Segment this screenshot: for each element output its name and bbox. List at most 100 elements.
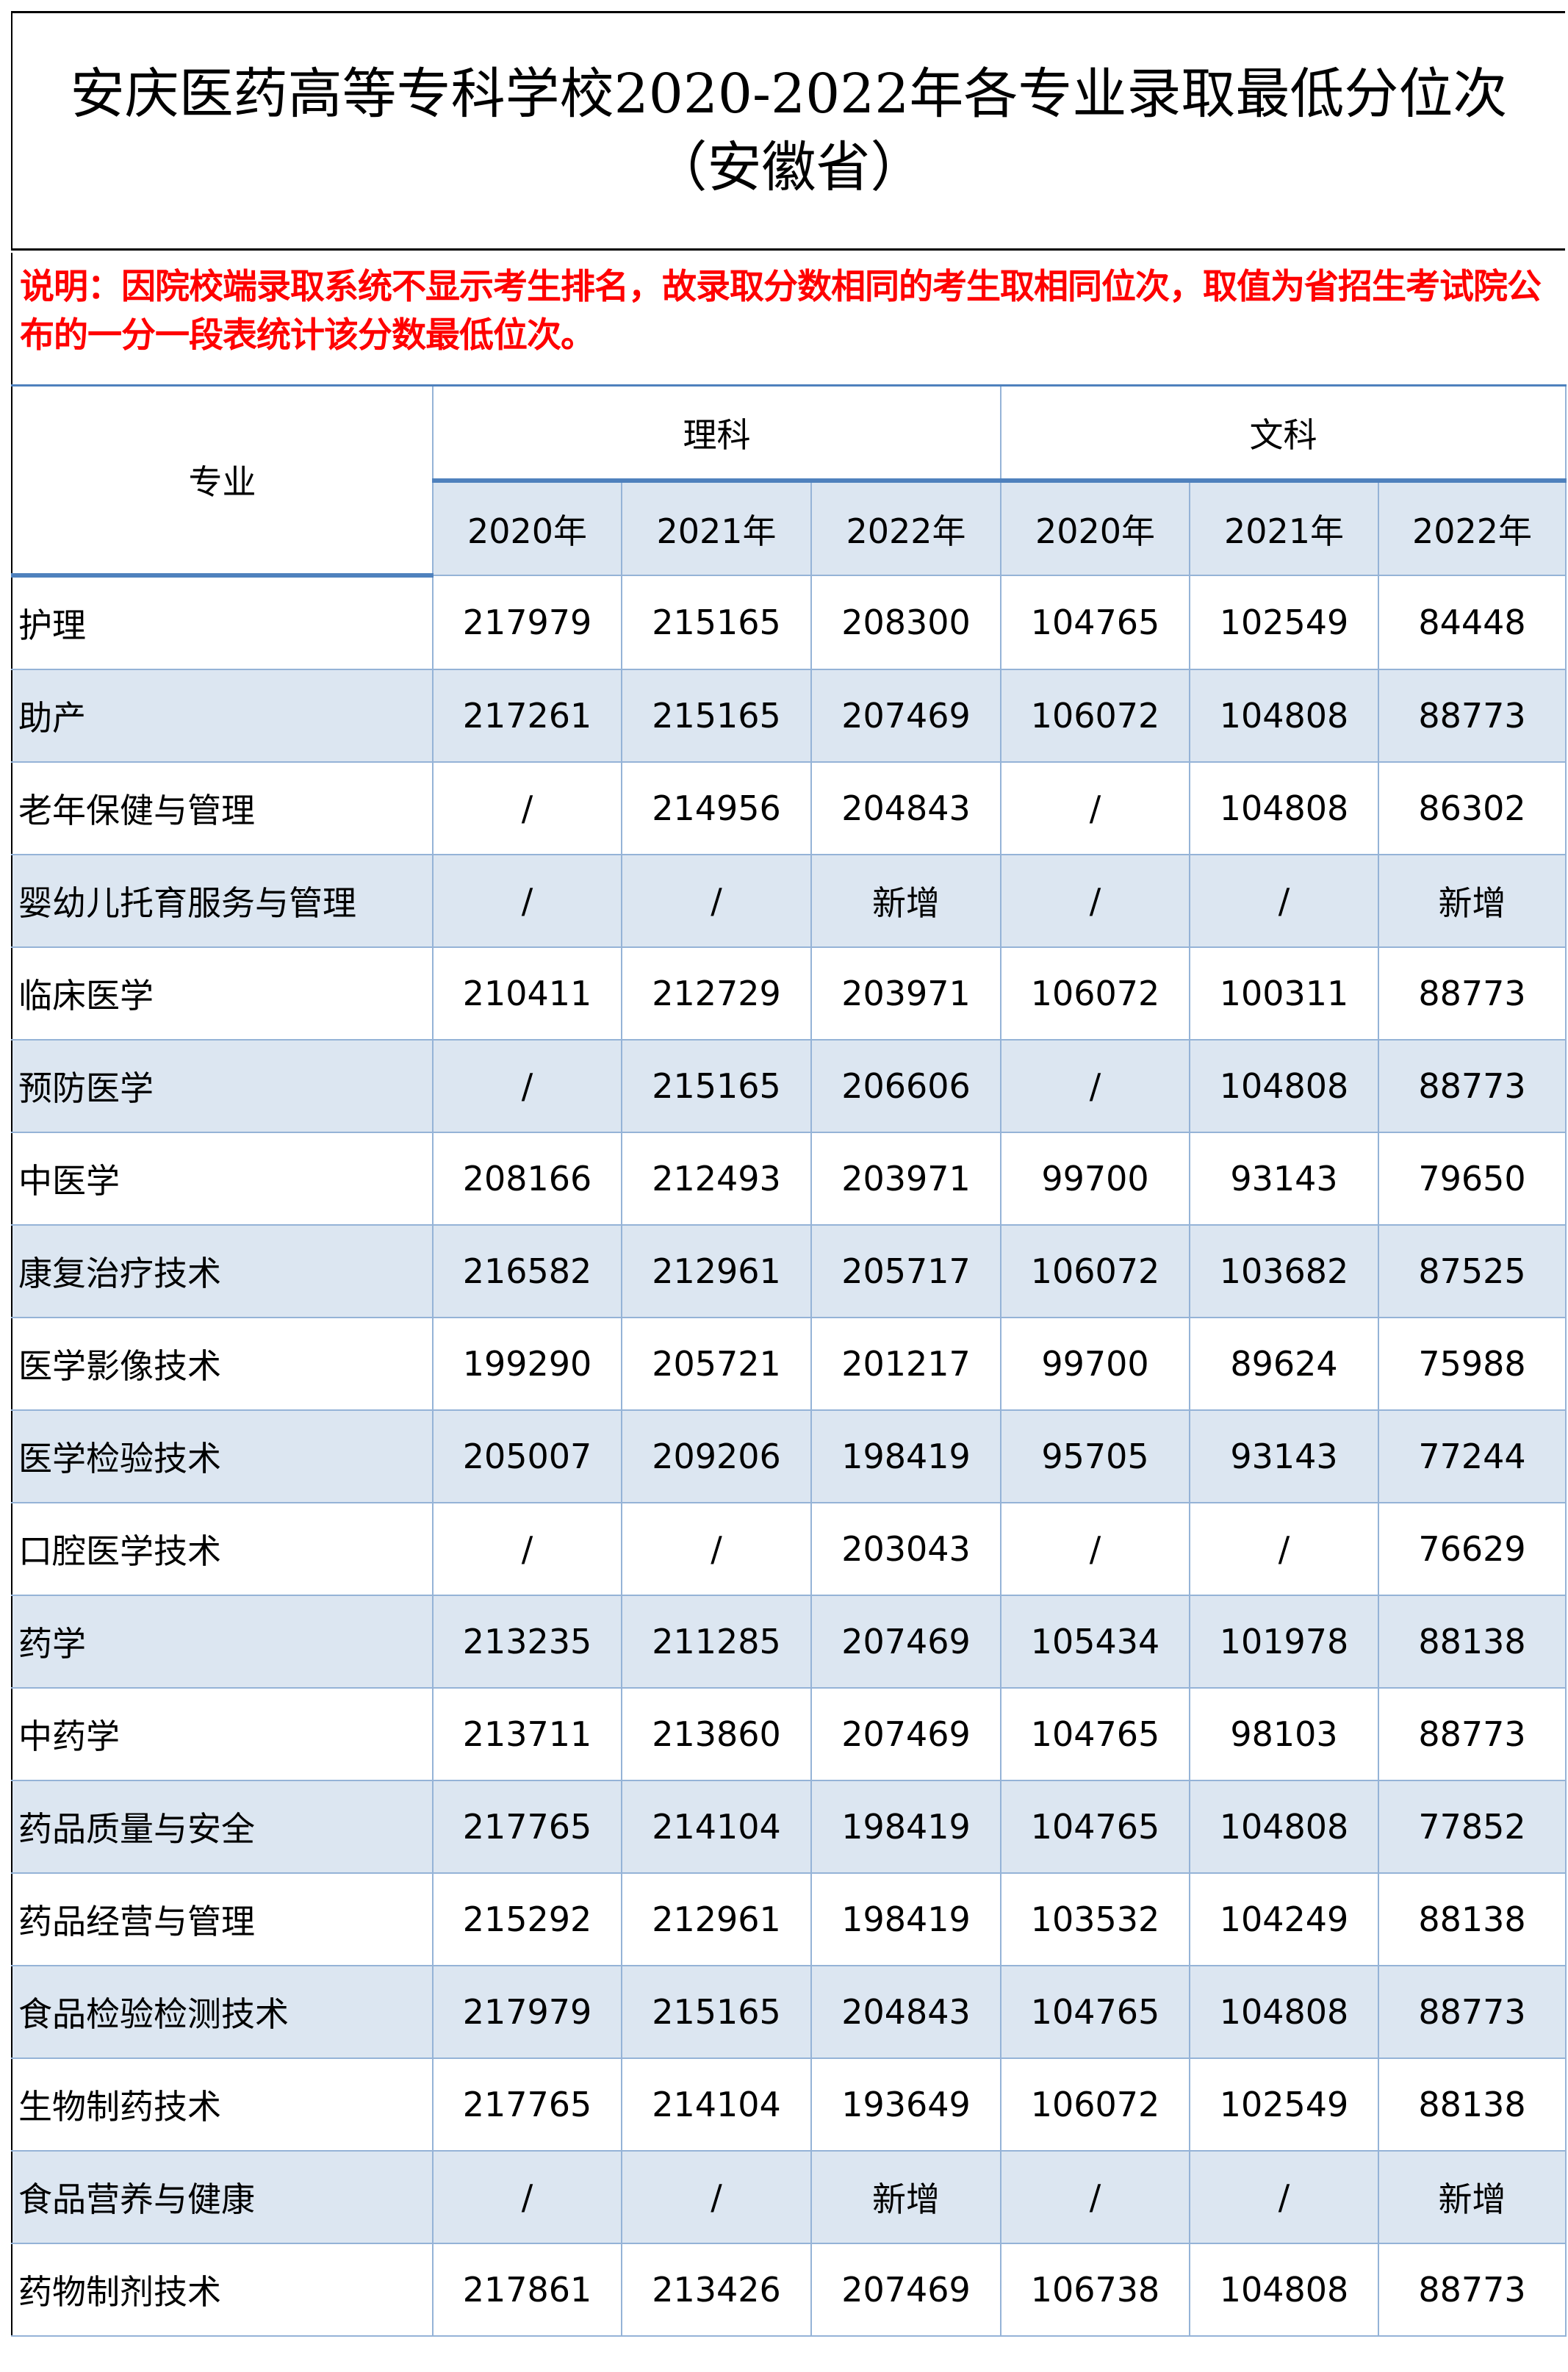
- rank-cell: 104765: [1000, 1780, 1191, 1874]
- table-row: 助产 217261 215165 207469 106072 104808 88773: [11, 669, 1567, 763]
- rank-cell: 203971: [810, 946, 1002, 1041]
- major-name: 婴幼儿托育服务与管理: [11, 854, 434, 948]
- rank-cell: 95705: [1000, 1409, 1191, 1503]
- rank-cell: 217765: [432, 1780, 622, 1874]
- major-name: 食品营养与健康: [11, 2150, 434, 2244]
- rank-cell: 203971: [810, 1132, 1002, 1226]
- rank-cell: /: [1189, 854, 1380, 948]
- table-row: 药物制剂技术 217861 213426 207469 106738 104808 8877…: [11, 2243, 1567, 2337]
- rank-cell: 88773: [1378, 1687, 1567, 1781]
- table-row: 药品质量与安全 217765 214104 198419 104765 104808 778…: [11, 1780, 1567, 1874]
- rank-cell: 215165: [621, 575, 812, 670]
- header-year: 2020年: [1000, 480, 1191, 576]
- rank-cell: 86302: [1378, 761, 1567, 855]
- table-row: 口腔医学技术 //203043//76629: [11, 1502, 1567, 1596]
- major-name: 预防医学: [11, 1039, 434, 1133]
- rank-cell: 215165: [621, 669, 812, 763]
- rank-cell: 88773: [1378, 2243, 1567, 2337]
- rank-cell: 104808: [1189, 1039, 1380, 1133]
- rank-cell: 204843: [810, 761, 1002, 855]
- rank-cell: 88773: [1378, 1039, 1567, 1133]
- rank-cell: 103682: [1189, 1224, 1380, 1318]
- rank-cell: /: [432, 761, 622, 855]
- major-name: 中药学: [11, 1687, 434, 1781]
- rank-cell: 104808: [1189, 2243, 1380, 2337]
- rank-cell: 201217: [810, 1317, 1002, 1411]
- rank-cell: 106738: [1000, 2243, 1191, 2337]
- rank-cell: 104765: [1000, 1965, 1191, 2059]
- note-text: 说明：因院校端录取系统不显示考生排名，故录取分数相同的考生取相同位次，取值为省招…: [11, 253, 1565, 385]
- rank-cell: 106072: [1000, 669, 1191, 763]
- rank-cell: 198419: [810, 1780, 1002, 1874]
- rank-cell: 214104: [621, 2057, 812, 2152]
- rank-cell: 98103: [1189, 1687, 1380, 1781]
- rank-cell: 106072: [1000, 2057, 1191, 2152]
- rank-cell: 88773: [1378, 1965, 1567, 2059]
- rank-cell: 207469: [810, 1595, 1002, 1689]
- table-row: 中药学 213711 213860 207469 104765 98103 88773: [11, 1687, 1567, 1781]
- table-row: 食品检验检测技术 217979 215165 204843 104765 104808 88…: [11, 1965, 1567, 2059]
- rank-cell: 106072: [1000, 1224, 1191, 1318]
- rank-cell: 213235: [432, 1595, 622, 1689]
- rank-cell: 88773: [1378, 946, 1567, 1041]
- rank-cell: 105434: [1000, 1595, 1191, 1689]
- rank-cell: 209206: [621, 1409, 812, 1503]
- table-row: 药学 213235 211285 207469 105434 101978 88138: [11, 1595, 1567, 1689]
- table-row: 中医学 208166 212493 203971 99700 93143 79650: [11, 1132, 1567, 1226]
- rank-cell: 102549: [1189, 2057, 1380, 2152]
- rank-cell: 106072: [1000, 946, 1191, 1041]
- rank-cell: 新增: [810, 854, 1002, 948]
- rank-cell: 208300: [810, 575, 1002, 670]
- rank-cell: 104808: [1189, 669, 1380, 763]
- rank-cell: 217261: [432, 669, 622, 763]
- rank-cell: /: [1189, 2150, 1380, 2244]
- page-title: 安庆医药高等专科学校2020-2022年各专业录取最低分位次 （安徽省）: [11, 11, 1565, 251]
- table-row: 生物制药技术 217765 214104 193649 106072 102549 8813…: [11, 2057, 1567, 2152]
- rank-cell: 新增: [1378, 854, 1567, 948]
- rank-cell: /: [1000, 1502, 1191, 1596]
- rank-cell: 104808: [1189, 761, 1380, 855]
- rank-cell: 207469: [810, 2243, 1002, 2337]
- table-row: 药品经营与管理 215292 212961 198419 103532 104249 881…: [11, 1872, 1567, 1966]
- rank-cell: 99700: [1000, 1132, 1191, 1226]
- header-year: 2022年: [810, 480, 1002, 576]
- rank-cell: 77852: [1378, 1780, 1567, 1874]
- rank-cell: 215165: [621, 1965, 812, 2059]
- title-line-2: （安徽省）: [652, 136, 925, 199]
- major-name: 口腔医学技术: [11, 1502, 434, 1596]
- rank-cell: 204843: [810, 1965, 1002, 2059]
- header-year: 2021年: [1189, 480, 1380, 576]
- rank-cell: 213860: [621, 1687, 812, 1781]
- rank-cell: /: [1000, 1039, 1191, 1133]
- major-name: 药品经营与管理: [11, 1872, 434, 1966]
- rank-cell: 100311: [1189, 946, 1380, 1041]
- rank-cell: 203043: [810, 1502, 1002, 1596]
- rank-cell: 212729: [621, 946, 812, 1041]
- rank-cell: 103532: [1000, 1872, 1191, 1966]
- rank-cell: 88138: [1378, 2057, 1567, 2152]
- rank-cell: 79650: [1378, 1132, 1567, 1226]
- rank-cell: 75988: [1378, 1317, 1567, 1411]
- rank-cell: 210411: [432, 946, 622, 1041]
- table-row: 医学影像技术 199290 205721 201217 99700 89624 75988: [11, 1317, 1567, 1411]
- rank-cell: 205007: [432, 1409, 622, 1503]
- table-row: 食品营养与健康 / / 新增 / / 新增: [11, 2150, 1567, 2244]
- major-name: 药物制剂技术: [11, 2243, 434, 2337]
- rank-cell: 205717: [810, 1224, 1002, 1318]
- major-name: 护理: [11, 575, 434, 670]
- rank-cell: /: [621, 854, 812, 948]
- table-row: 预防医学/215165 206606/104808 88773: [11, 1039, 1567, 1133]
- rank-cell: 104808: [1189, 1780, 1380, 1874]
- admission-rank-table: 专业 理科 文科 2020年 2021年 2022年 2020年 2021年 2022年 …: [11, 384, 1567, 2337]
- rank-cell: 207469: [810, 669, 1002, 763]
- rank-cell: 93143: [1189, 1409, 1380, 1503]
- major-name: 药品质量与安全: [11, 1780, 434, 1874]
- header-group-liberal-arts: 文科: [1000, 384, 1567, 483]
- rank-cell: 215165: [621, 1039, 812, 1133]
- rank-cell: 104249: [1189, 1872, 1380, 1966]
- rank-cell: 198419: [810, 1872, 1002, 1966]
- rank-cell: 217861: [432, 2243, 622, 2337]
- table-row: 老年保健与管理/214956 204843/104808 86302: [11, 761, 1567, 855]
- rank-cell: /: [621, 1502, 812, 1596]
- rank-cell: 216582: [432, 1224, 622, 1318]
